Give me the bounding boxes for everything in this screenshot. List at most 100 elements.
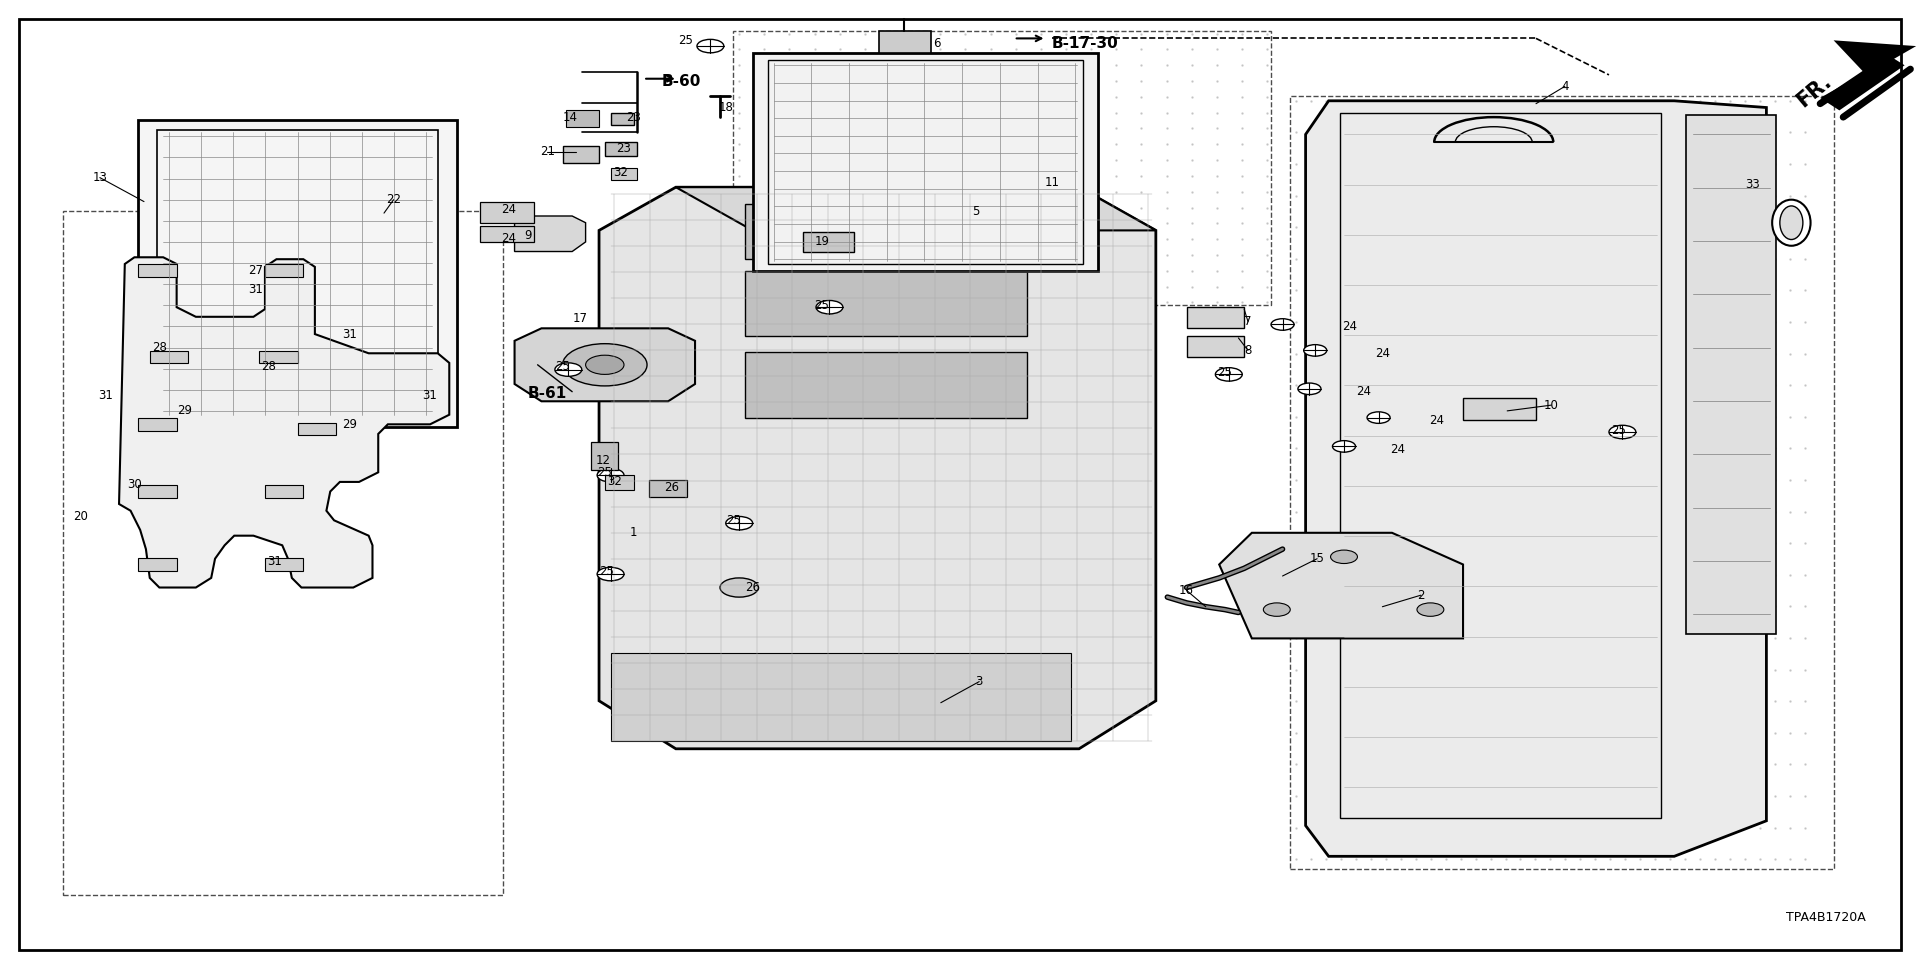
Polygon shape <box>745 352 1027 418</box>
Polygon shape <box>265 486 303 497</box>
Circle shape <box>1271 319 1294 330</box>
Polygon shape <box>1187 307 1244 328</box>
Polygon shape <box>138 120 457 427</box>
Text: 24: 24 <box>1342 320 1357 333</box>
Text: 8: 8 <box>1244 344 1252 357</box>
Text: 7: 7 <box>1244 315 1252 328</box>
Circle shape <box>1215 368 1242 381</box>
Circle shape <box>563 344 647 386</box>
Polygon shape <box>1219 533 1463 638</box>
Text: 10: 10 <box>1544 398 1559 412</box>
Polygon shape <box>1187 336 1244 357</box>
Text: 21: 21 <box>540 145 555 158</box>
Text: 31: 31 <box>267 555 282 568</box>
Text: 25: 25 <box>1611 423 1626 437</box>
Text: 12: 12 <box>595 454 611 468</box>
Polygon shape <box>138 419 177 430</box>
Circle shape <box>1298 383 1321 395</box>
Polygon shape <box>138 265 177 277</box>
Text: 24: 24 <box>1375 347 1390 360</box>
Circle shape <box>1331 550 1357 564</box>
Text: B-17-30: B-17-30 <box>1052 36 1117 51</box>
Text: 22: 22 <box>386 193 401 206</box>
Text: 1: 1 <box>630 526 637 540</box>
Text: 25: 25 <box>678 34 693 47</box>
Text: 13: 13 <box>92 171 108 184</box>
Text: 17: 17 <box>572 312 588 325</box>
Text: 33: 33 <box>1745 178 1761 191</box>
Polygon shape <box>803 232 854 252</box>
Polygon shape <box>138 486 177 497</box>
Polygon shape <box>298 422 336 435</box>
Text: 24: 24 <box>1428 414 1444 427</box>
Circle shape <box>1609 425 1636 439</box>
Text: 31: 31 <box>98 389 113 402</box>
Polygon shape <box>1306 101 1766 856</box>
Text: 19: 19 <box>814 235 829 249</box>
Circle shape <box>1332 441 1356 452</box>
Text: 18: 18 <box>718 101 733 114</box>
Text: 6: 6 <box>933 36 941 50</box>
Circle shape <box>555 363 582 376</box>
Polygon shape <box>138 559 177 570</box>
Circle shape <box>1417 603 1444 616</box>
Text: 5: 5 <box>972 204 979 218</box>
Text: 3: 3 <box>975 675 983 688</box>
Circle shape <box>697 39 724 53</box>
Polygon shape <box>611 113 634 125</box>
Text: 14: 14 <box>563 110 578 124</box>
Polygon shape <box>515 216 586 252</box>
Text: 25: 25 <box>1217 366 1233 379</box>
Polygon shape <box>753 53 1098 271</box>
Circle shape <box>720 578 758 597</box>
Text: 24: 24 <box>501 203 516 216</box>
Text: 31: 31 <box>422 389 438 402</box>
Text: 24: 24 <box>1390 443 1405 456</box>
Text: 26: 26 <box>664 481 680 494</box>
Circle shape <box>1263 603 1290 616</box>
Text: 2: 2 <box>1417 588 1425 602</box>
Text: 15: 15 <box>1309 552 1325 565</box>
Ellipse shape <box>1780 206 1803 239</box>
Text: 11: 11 <box>1044 176 1060 189</box>
Text: FR.: FR. <box>1793 71 1836 111</box>
Text: 23: 23 <box>626 110 641 124</box>
Text: 20: 20 <box>73 510 88 523</box>
Text: 29: 29 <box>177 404 192 418</box>
Polygon shape <box>259 351 298 363</box>
Text: 32: 32 <box>612 166 628 180</box>
Polygon shape <box>480 226 534 242</box>
Text: 28: 28 <box>261 360 276 373</box>
Circle shape <box>597 567 624 581</box>
Text: 29: 29 <box>342 418 357 431</box>
Circle shape <box>597 468 624 482</box>
Polygon shape <box>480 202 534 223</box>
Text: 9: 9 <box>524 228 532 242</box>
Text: 25: 25 <box>814 299 829 312</box>
Polygon shape <box>605 475 634 490</box>
Polygon shape <box>605 142 637 156</box>
Text: 31: 31 <box>248 283 263 297</box>
Text: 32: 32 <box>607 475 622 489</box>
Text: 26: 26 <box>745 581 760 594</box>
Polygon shape <box>591 442 618 470</box>
Polygon shape <box>745 271 1027 336</box>
Text: B-61: B-61 <box>528 386 566 401</box>
Polygon shape <box>611 653 1071 741</box>
Polygon shape <box>649 480 687 497</box>
Circle shape <box>1304 345 1327 356</box>
Polygon shape <box>1834 40 1916 75</box>
Polygon shape <box>265 265 303 277</box>
Text: 24: 24 <box>501 231 516 245</box>
Text: 25: 25 <box>555 360 570 373</box>
Text: 31: 31 <box>342 327 357 341</box>
Text: 28: 28 <box>152 341 167 354</box>
Text: B-60: B-60 <box>662 74 701 89</box>
Circle shape <box>586 355 624 374</box>
Polygon shape <box>745 204 1027 259</box>
Polygon shape <box>611 168 637 180</box>
Text: 27: 27 <box>248 264 263 277</box>
Ellipse shape <box>1772 200 1811 246</box>
Text: 4: 4 <box>1561 80 1569 93</box>
Polygon shape <box>879 31 931 53</box>
